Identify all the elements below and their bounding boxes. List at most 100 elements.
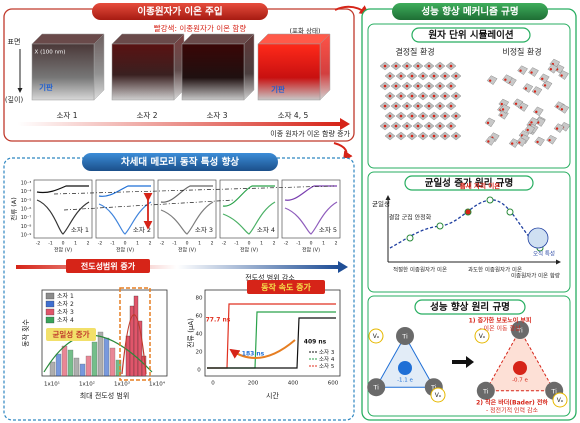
- cube-front: [257, 43, 321, 101]
- speed-x-tick: 400: [288, 381, 299, 387]
- hist-y-label: 동작 횟수: [21, 318, 30, 347]
- iv-x-tick: 1: [74, 241, 77, 247]
- iv-y-label: 전류 (A): [9, 197, 18, 221]
- amorphous-atom: [524, 87, 528, 90]
- decrease-label: 전도성 범위 감소: [245, 273, 295, 282]
- uniformity-label: 오직 특성: [533, 250, 555, 258]
- lattice-atom: [421, 94, 425, 98]
- iv-x-tick: 0: [310, 241, 313, 247]
- uniformity-x-label: 과도한 이종원자가 이온: [468, 266, 522, 274]
- lattice-atom: [383, 104, 387, 108]
- ti-label: Ti: [430, 384, 437, 392]
- iv-curve: [160, 201, 214, 235]
- cube-top: [257, 33, 331, 45]
- iv-x-tick: 1: [322, 241, 325, 247]
- uniformity-label: 결함 군집 안정화: [389, 214, 432, 222]
- uniformity-title: 균일성 증가 원리 규명: [425, 177, 514, 189]
- lattice-atom: [427, 124, 431, 128]
- hist-bar: [61, 345, 68, 377]
- amorphous-label: 비정질 환경: [502, 47, 541, 57]
- iv-guide: [63, 199, 235, 211]
- iv-device-label: 소자 2: [133, 225, 151, 234]
- iv-y-tick: 10⁻⁵: [21, 198, 32, 204]
- lattice-atom: [394, 64, 398, 68]
- hist-bar: [49, 361, 56, 377]
- lattice-atom: [432, 94, 436, 98]
- amorphous-atom: [536, 140, 539, 144]
- hist-x-tick: 1x10³: [114, 381, 130, 388]
- ti-atom: [511, 321, 529, 339]
- principle-title-box: [414, 299, 526, 315]
- hist-bar: [67, 349, 74, 377]
- iv-x-tick: -2: [98, 241, 103, 247]
- iv-x-tick: -1: [234, 241, 239, 247]
- amorphous-atom: [504, 78, 507, 81]
- uniformity-x-label: 적절한 이종원자가 이온: [393, 266, 447, 274]
- amorphous-cell: [528, 67, 539, 77]
- ti-atom: [396, 327, 414, 345]
- amorphous-atom: [548, 139, 551, 142]
- amorphous-atom: [530, 71, 533, 74]
- substrate-label: 기판: [39, 82, 53, 92]
- cond-bar: [16, 265, 338, 269]
- amorphous-cell: [502, 74, 513, 84]
- iv-curve: [284, 201, 338, 235]
- lattice-atom: [427, 84, 431, 88]
- amorphous-atom: [535, 110, 538, 114]
- lattice-atom: [410, 74, 414, 78]
- annotation-box: [46, 328, 96, 341]
- lattice-atom: [383, 64, 387, 68]
- lattice-atom: [443, 94, 447, 98]
- speed-y-tick: 0: [197, 368, 201, 374]
- vo-label: Vₒ: [557, 397, 564, 404]
- iv-x-label: 전압 (V): [54, 247, 72, 254]
- ti-label: Ti: [550, 387, 557, 395]
- memory-title: 차세대 메모리 동작 특성 향상: [121, 156, 239, 168]
- amorphous-cell: [558, 70, 569, 80]
- sub-panel: [367, 23, 571, 169]
- device-label: 소자 1: [57, 111, 78, 120]
- uniformity-curve: [389, 199, 541, 249]
- iv-curve: [98, 201, 152, 235]
- amorphous-cell: [516, 137, 527, 147]
- iv-device-label: 소자 5: [319, 225, 337, 234]
- speed-x-tick: 200: [248, 381, 259, 387]
- amorphous-atom: [526, 128, 529, 132]
- lattice-atom: [410, 134, 414, 138]
- legend-label: 소자 3: [57, 308, 74, 316]
- amorphous-atom: [543, 84, 547, 87]
- amorphous-cell: [484, 117, 496, 128]
- ti-atom: [367, 378, 386, 397]
- state-dot: [436, 222, 444, 230]
- trend-bar: [18, 122, 340, 126]
- amorphous-atom: [549, 68, 553, 71]
- iv-device-label: 소자 4: [257, 225, 275, 234]
- amorphous-atom: [518, 141, 521, 144]
- amorphous-atom: [533, 90, 537, 93]
- iv-device-label: 소자 1: [71, 225, 89, 234]
- defect-icon: [527, 227, 549, 249]
- lattice-atom: [427, 64, 431, 68]
- memory-title-box: [82, 153, 278, 171]
- lattice-atom: [399, 114, 403, 118]
- iv-x-tick: 2: [87, 241, 90, 247]
- vo-label: Vₒ: [479, 333, 486, 340]
- cond-head: [338, 261, 348, 273]
- iv-y-tick: 10⁻⁸: [21, 224, 32, 230]
- lattice-atom: [416, 84, 420, 88]
- lattice-atom: [454, 134, 458, 138]
- amorphous-cell: [485, 136, 496, 146]
- iv-guide: [53, 185, 335, 195]
- hist-bar: [55, 353, 62, 377]
- amorphous-atom: [519, 106, 523, 109]
- vo-site: [474, 328, 490, 344]
- iv-x-tick: 1: [136, 241, 139, 247]
- hist-bar: [103, 337, 110, 377]
- speed-y-label: 전류 (μA): [186, 318, 195, 348]
- iv-x-tick: 2: [273, 241, 276, 247]
- amorphous-cell: [538, 73, 550, 84]
- uniformity-label: 틈새 자리 이온: [460, 181, 500, 190]
- principle-point: - 이온 이동 향상: [479, 325, 520, 333]
- lattice-atom: [449, 124, 453, 128]
